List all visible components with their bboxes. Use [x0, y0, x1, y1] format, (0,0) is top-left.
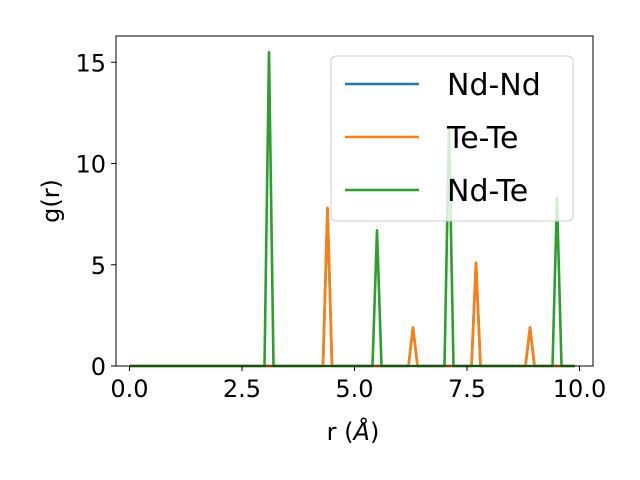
y-tick-label: 10 — [75, 151, 106, 179]
legend-label-nd-te: Nd-Te — [447, 174, 528, 209]
legend-label-te-te: Te-Te — [446, 121, 518, 156]
y-axis-label: g(r) — [37, 179, 65, 223]
x-tick-label: 0.0 — [110, 375, 148, 403]
x-tick-label: 5.0 — [335, 375, 373, 403]
x-tick-label: 10.0 — [553, 375, 606, 403]
legend-label-nd-nd: Nd-Nd — [447, 68, 541, 103]
y-tick-label: 5 — [91, 252, 106, 280]
x-tick-label: 7.5 — [448, 375, 486, 403]
legend-box — [330, 55, 574, 222]
y-tick-label: 0 — [91, 353, 106, 381]
x-tick-label: 2.5 — [223, 375, 261, 403]
x-axis-label: r (Å) — [327, 417, 380, 446]
legend: Nd-Nd Te-Te Nd-Te — [330, 55, 574, 222]
axes-layer: 0.0 2.5 5.0 7.5 10.0 0 5 10 15 — [75, 35, 606, 403]
y-tick-label: 15 — [75, 49, 106, 77]
